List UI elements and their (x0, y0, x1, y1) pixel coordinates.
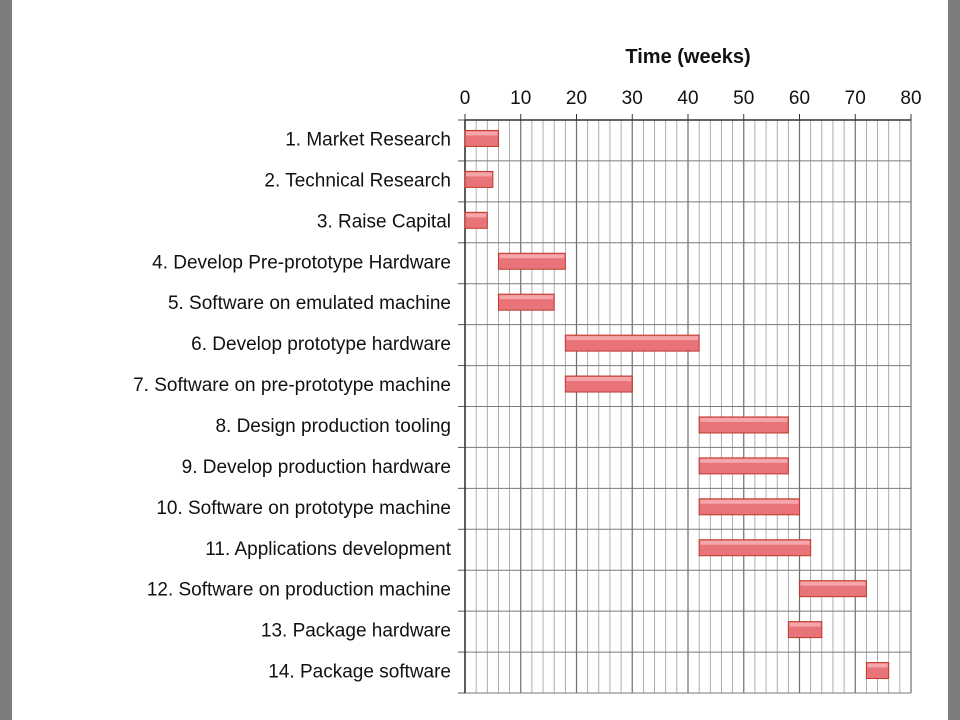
task-label: 10. Software on prototype machine (156, 498, 451, 519)
x-tick-label: 30 (622, 88, 643, 109)
task-bar-highlight (566, 377, 632, 382)
x-tick-label: 80 (900, 88, 921, 109)
task-label: 11. Applications development (205, 539, 451, 560)
x-tick-labels: 0 10 20 30 40 50 60 70 80 (460, 88, 922, 120)
gantt-chart: Time (weeks) 0 10 20 30 40 50 60 70 80 1. Market… (133, 46, 922, 694)
x-tick-label: 20 (566, 88, 587, 109)
x-tick-label: 40 (677, 88, 698, 109)
task-label: 12. Software on production machine (147, 580, 451, 601)
x-tick-label: 10 (510, 88, 531, 109)
task-bar-highlight (800, 581, 866, 586)
task-bar-highlight (466, 131, 498, 136)
gridlines (458, 119, 912, 694)
task-label: 2. Technical Research (264, 170, 451, 191)
task-bar-highlight (499, 295, 554, 300)
task-label: 13. Package hardware (261, 621, 451, 642)
task-bar-highlight (499, 254, 565, 259)
x-tick-label: 70 (845, 88, 866, 109)
x-tick-label: 50 (733, 88, 754, 109)
task-bar-highlight (700, 458, 788, 463)
task-bar-highlight (789, 622, 821, 627)
x-tick-label: 0 (460, 88, 471, 109)
task-bar-highlight (867, 663, 888, 668)
task-label: 9. Develop production hardware (182, 457, 451, 478)
task-label: 8. Design production tooling (215, 416, 451, 437)
x-axis-title: Time (weeks) (625, 46, 750, 68)
chart-frame: Time (weeks) 0 10 20 30 40 50 60 70 80 1. Market… (12, 0, 948, 720)
task-label: 4. Develop Pre-prototype Hardware (152, 252, 451, 273)
task-label: 14. Package software (268, 662, 451, 683)
category-labels: 1. Market Research 2. Technical Research 3… (133, 129, 452, 682)
task-bar-highlight (566, 336, 699, 341)
task-bar-highlight (700, 417, 788, 422)
task-bar-highlight (700, 540, 810, 545)
task-label: 1. Market Research (285, 129, 451, 150)
task-label: 6. Develop prototype hardware (191, 334, 451, 355)
x-tick-label: 60 (789, 88, 810, 109)
task-bar-highlight (700, 499, 799, 504)
task-label: 7. Software on pre-prototype machine (133, 375, 451, 396)
task-label: 3. Raise Capital (317, 211, 451, 232)
task-label: 5. Software on emulated machine (168, 293, 451, 314)
bars (464, 129, 890, 680)
task-bar-highlight (466, 213, 487, 218)
task-bar-highlight (466, 172, 492, 177)
